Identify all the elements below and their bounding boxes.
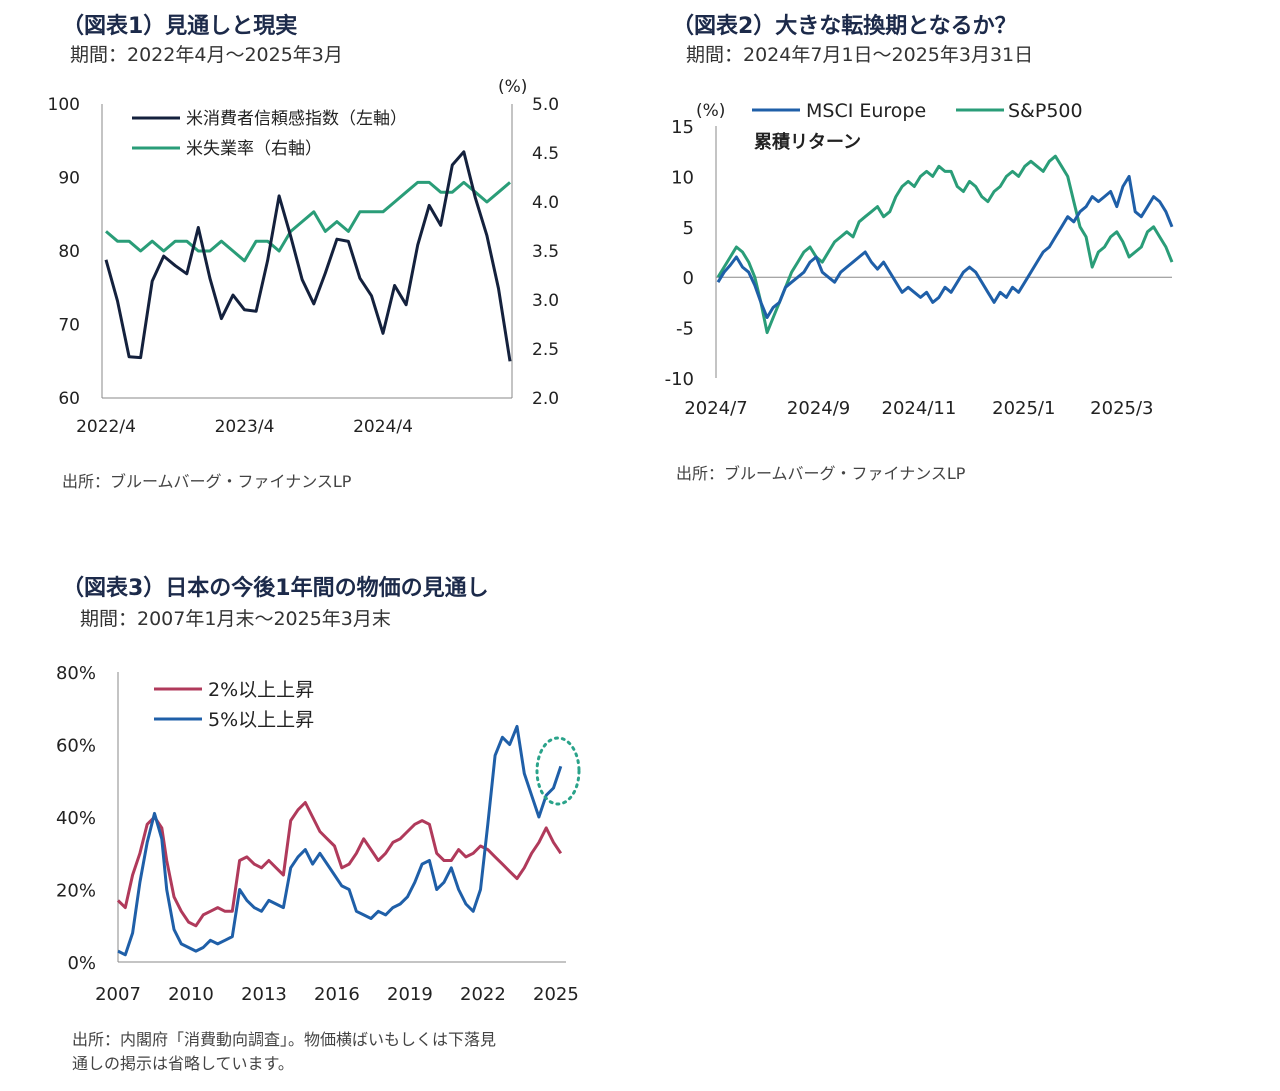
- chart1-xtick: 2022/4: [76, 417, 136, 437]
- chart3-source: 出所：内閣府「消費動向調査」。物価横ばいもしくは下落見 通しの掲示は省略していま…: [72, 1028, 496, 1076]
- chart2-plot: 15 10 5 0 -5 -10 (%) 2024/7 2024/9 2024/11 2025/1 2…: [665, 100, 1174, 419]
- chart3-highlight-circle: [535, 736, 581, 806]
- chart3-source-line1: 出所：内閣府「消費動向調査」。物価横ばいもしくは下落見: [72, 1030, 497, 1049]
- chart2-series-msci-europe: [716, 174, 1174, 319]
- chart3-xtick: 2022: [460, 984, 506, 1005]
- chart1-legend-label-unemployment: 米失業率（右軸）: [186, 139, 322, 159]
- chart3-ytick: 60%: [56, 736, 96, 757]
- chart3-ytick: 80%: [56, 663, 96, 684]
- chart2-legend-label-sp500: S&P500: [1008, 100, 1083, 122]
- chart2-subtitle: 累積リターン: [754, 131, 861, 153]
- chart2-series-sp500: [716, 154, 1174, 335]
- chart1-xtick: 2024/4: [353, 417, 413, 437]
- chart2-ytick: -10: [665, 369, 694, 390]
- chart3-xtick: 2013: [241, 984, 287, 1005]
- chart1-ytick-right: 3.5: [532, 242, 559, 262]
- chart1-ytick-right: 3.0: [532, 291, 559, 311]
- chart3-xtick: 2019: [387, 984, 433, 1005]
- chart3-legend-label-5pct: 5%以上上昇: [208, 709, 314, 731]
- chart1-legend-label-confidence: 米消費者信頼感指数（左軸）: [186, 109, 407, 129]
- chart1-xtick: 2023/4: [215, 417, 275, 437]
- chart1-period: 期間：2022年4月〜2025年3月: [70, 44, 343, 66]
- chart1-title: （図表1）見通しと現実: [62, 14, 298, 39]
- chart1-ytick-left: 60: [58, 389, 80, 409]
- chart2-legend-label-msci: MSCI Europe: [806, 100, 926, 122]
- chart2-xtick: 2025/1: [992, 398, 1055, 419]
- chart3-xtick: 2007: [95, 984, 141, 1005]
- chart2-ytick: 10: [671, 167, 694, 188]
- chart2-xtick: 2024/7: [684, 398, 747, 419]
- chart2-unit: (%): [696, 101, 725, 121]
- chart1-right-unit: (%): [498, 77, 527, 97]
- chart3-title: （図表3）日本の今後1年間の物価の見通し: [62, 576, 489, 601]
- chart1-ytick-left: 70: [58, 316, 80, 336]
- chart2-title: （図表2）大きな転換期となるか？: [672, 14, 1017, 39]
- chart3-series-2pct: [116, 801, 563, 928]
- chart1-ytick-right: 2.0: [532, 389, 559, 409]
- chart2-xtick: 2025/3: [1090, 398, 1153, 419]
- chart3-period: 期間：2007年1月末〜2025年3月末: [80, 608, 391, 630]
- chart1-series-unemployment: [105, 180, 511, 263]
- chart1-ytick-left: 90: [58, 169, 80, 189]
- chart1-source: 出所：ブルームバーグ・ファイナンスLP: [62, 472, 352, 491]
- chart3-xtick: 2010: [168, 984, 214, 1005]
- chart2-ytick: 0: [683, 268, 694, 289]
- chart3-plot: 80% 60% 40% 20% 0% 2007 2010 2013 2016 2019 2022 20…: [56, 663, 581, 1005]
- chart2-ytick: 5: [683, 218, 694, 239]
- chart2-xtick: 2024/11: [882, 398, 957, 419]
- chart1-plot: 100 90 80 70 60 5.0 4.5 4.0 3.5 3.0 2.5 2.0 (%) 2022/…: [48, 77, 560, 437]
- chart1-ytick-right: 2.5: [532, 340, 559, 360]
- chart3-ytick: 0%: [67, 953, 96, 974]
- chart3-ytick: 40%: [56, 808, 96, 829]
- chart1-ytick-left: 80: [58, 242, 80, 262]
- chart1-ytick-left: 100: [48, 95, 80, 115]
- chart3-ytick: 20%: [56, 881, 96, 902]
- chart1-ytick-right: 4.5: [532, 144, 559, 164]
- chart2-source: 出所：ブルームバーグ・ファイナンスLP: [676, 464, 966, 483]
- chart1-series-confidence: [104, 150, 512, 362]
- chart3-legend-label-2pct: 2%以上上昇: [208, 679, 314, 701]
- chart1-ytick-right: 4.0: [532, 193, 559, 213]
- chart2-period: 期間：2024年7月1日〜2025年3月31日: [686, 44, 1034, 66]
- chart2-ytick: 15: [671, 117, 694, 138]
- chart3-xtick: 2016: [314, 984, 360, 1005]
- chart3-series-5pct: [117, 724, 563, 957]
- chart2-ytick: -5: [676, 319, 694, 340]
- chart3-source-line2: 通しの掲示は省略しています。: [72, 1054, 294, 1073]
- chart1-ytick-right: 5.0: [532, 95, 559, 115]
- chart3-xtick: 2025: [533, 984, 579, 1005]
- chart2-xtick: 2024/9: [787, 398, 850, 419]
